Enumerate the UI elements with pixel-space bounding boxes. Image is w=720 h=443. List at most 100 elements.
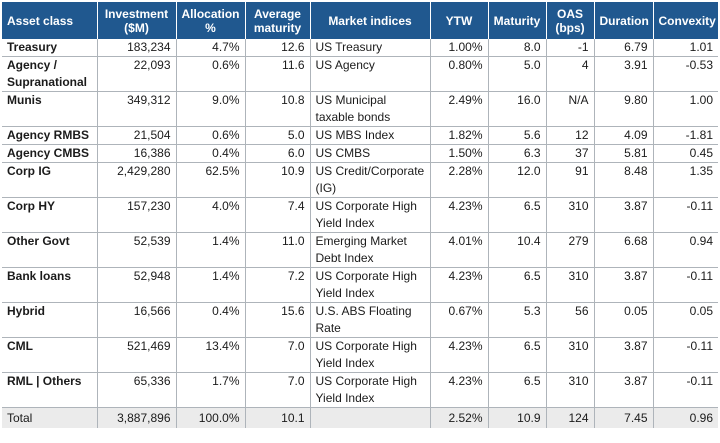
asset-class-cell: RML | Others — [2, 372, 98, 408]
maturity-cell: 5.6 — [488, 126, 547, 145]
table-row: CML 521,469 13.4% 7.0 US Corporate High Yiel… — [2, 337, 718, 373]
ytw-cell: 4.23% — [430, 337, 489, 373]
market-index-cell: US Corporate High Yield Index — [310, 372, 431, 408]
maturity-cell: 10.4 — [488, 232, 547, 268]
market-index-cell: U.S. ABS Floating Rate — [310, 302, 431, 338]
ytw-cell: 0.67% — [430, 302, 489, 338]
allocation-cell: 4.7% — [176, 39, 246, 57]
oas-cell: 56 — [546, 302, 595, 338]
total-oas-cell: 124 — [546, 407, 595, 428]
average-maturity-cell: 7.4 — [245, 197, 311, 233]
convexity-cell: 1.01 — [653, 39, 718, 57]
ytw-cell: 2.28% — [430, 162, 489, 198]
asset-class-cell: CML — [2, 337, 98, 373]
investment-cell: 22,093 — [97, 56, 177, 92]
allocation-cell: 0.4% — [176, 144, 246, 163]
oas-cell: 12 — [546, 126, 595, 145]
investment-cell: 157,230 — [97, 197, 177, 233]
investment-cell: 52,948 — [97, 267, 177, 303]
maturity-cell: 12.0 — [488, 162, 547, 198]
oas-cell: -1 — [546, 39, 595, 57]
asset-class-cell: Bank loans — [2, 267, 98, 303]
average-maturity-cell: 11.0 — [245, 232, 311, 268]
header-convexity: Convexity — [653, 2, 718, 39]
header-ytw: YTW — [430, 2, 489, 39]
asset-class-cell: Corp HY — [2, 197, 98, 233]
table-row: Bank loans 52,948 1.4% 7.2 US Corporate High… — [2, 267, 718, 303]
ytw-cell: 1.50% — [430, 144, 489, 163]
market-index-cell: US Municipal taxable bonds — [310, 91, 431, 127]
total-asset-class-cell: Total — [2, 407, 98, 428]
maturity-cell: 6.3 — [488, 144, 547, 163]
duration-cell: 3.91 — [594, 56, 654, 92]
oas-cell: N/A — [546, 91, 595, 127]
table-body: Treasury 183,234 4.7% 12.6 US Treasury 1.00% 8… — [2, 39, 718, 428]
average-maturity-cell: 10.8 — [245, 91, 311, 127]
market-index-cell: US Agency — [310, 56, 431, 92]
convexity-cell: 1.00 — [653, 91, 718, 127]
ytw-cell: 1.82% — [430, 126, 489, 145]
table-row: Corp IG 2,429,280 62.5% 10.9 US Credit/Corpo… — [2, 162, 718, 198]
table-row: Hybrid 16,566 0.4% 15.6 U.S. ABS Floating Ra… — [2, 302, 718, 338]
oas-cell: 310 — [546, 197, 595, 233]
oas-cell: 91 — [546, 162, 595, 198]
average-maturity-cell: 7.2 — [245, 267, 311, 303]
allocation-cell: 1.4% — [176, 232, 246, 268]
table-row: Agency / Supranational 22,093 0.6% 11.6 US A… — [2, 56, 718, 92]
allocation-cell: 4.0% — [176, 197, 246, 233]
maturity-cell: 8.0 — [488, 39, 547, 57]
header-market-indices: Market indices — [310, 2, 431, 39]
ytw-cell: 4.23% — [430, 267, 489, 303]
convexity-cell: -1.81 — [653, 126, 718, 145]
ytw-cell: 4.23% — [430, 372, 489, 408]
duration-cell: 3.87 — [594, 337, 654, 373]
average-maturity-cell: 5.0 — [245, 126, 311, 145]
duration-cell: 6.68 — [594, 232, 654, 268]
convexity-cell: 0.45 — [653, 144, 718, 163]
ytw-cell: 1.00% — [430, 39, 489, 57]
header-asset-class: Asset class — [2, 2, 98, 39]
total-maturity-cell: 10.9 — [488, 407, 547, 428]
average-maturity-cell: 10.9 — [245, 162, 311, 198]
total-investment-cell: 3,887,896 — [97, 407, 177, 428]
allocation-cell: 9.0% — [176, 91, 246, 127]
maturity-cell: 16.0 — [488, 91, 547, 127]
investment-cell: 183,234 — [97, 39, 177, 57]
asset-allocation-table: Asset class Investment ($M) Allocation% A… — [2, 2, 718, 428]
header-investment: Investment ($M) — [97, 2, 177, 39]
market-index-cell: US Corporate High Yield Index — [310, 337, 431, 373]
oas-cell: 279 — [546, 232, 595, 268]
investment-cell: 2,429,280 — [97, 162, 177, 198]
asset-class-cell: Munis — [2, 91, 98, 127]
convexity-cell: -0.53 — [653, 56, 718, 92]
total-convexity-cell: 0.96 — [653, 407, 718, 428]
investment-cell: 521,469 — [97, 337, 177, 373]
oas-cell: 310 — [546, 267, 595, 303]
average-maturity-cell: 7.0 — [245, 337, 311, 373]
average-maturity-cell: 12.6 — [245, 39, 311, 57]
market-index-cell: US Corporate High Yield Index — [310, 267, 431, 303]
duration-cell: 3.87 — [594, 267, 654, 303]
allocation-cell: 1.4% — [176, 267, 246, 303]
investment-cell: 52,539 — [97, 232, 177, 268]
duration-cell: 5.81 — [594, 144, 654, 163]
table-row: Treasury 183,234 4.7% 12.6 US Treasury 1.00% 8… — [2, 39, 718, 57]
convexity-cell: 1.35 — [653, 162, 718, 198]
duration-cell: 3.87 — [594, 197, 654, 233]
convexity-cell: 0.05 — [653, 302, 718, 338]
table-row: Agency RMBS 21,504 0.6% 5.0 US MBS Index 1.82… — [2, 126, 718, 145]
asset-class-cell: Agency RMBS — [2, 126, 98, 145]
total-ytw-cell: 2.52% — [430, 407, 489, 428]
ytw-cell: 4.01% — [430, 232, 489, 268]
investment-cell: 16,386 — [97, 144, 177, 163]
header-oas: OAS (bps) — [546, 2, 595, 39]
ytw-cell: 0.80% — [430, 56, 489, 92]
maturity-cell: 6.5 — [488, 337, 547, 373]
allocation-cell: 13.4% — [176, 337, 246, 373]
convexity-cell: 0.94 — [653, 232, 718, 268]
header-maturity: Maturity — [488, 2, 547, 39]
maturity-cell: 6.5 — [488, 267, 547, 303]
ytw-cell: 4.23% — [430, 197, 489, 233]
investment-cell: 349,312 — [97, 91, 177, 127]
